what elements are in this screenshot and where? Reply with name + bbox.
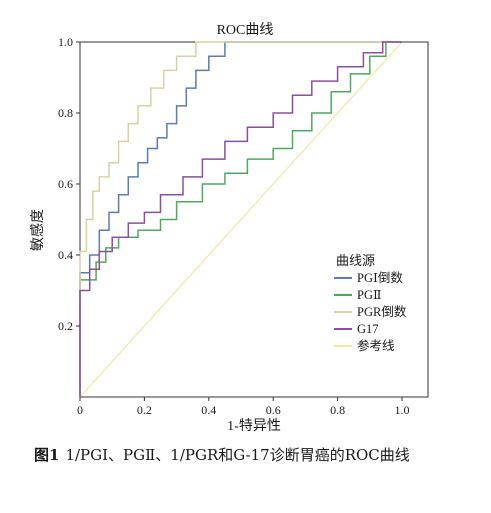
legend-label: 参考线 — [357, 338, 395, 353]
x-tick-label: 0.6 — [266, 403, 281, 417]
caption-text: 1/PGⅠ、PGⅡ、1/PGR和G-17诊断胃癌的ROC曲线 — [65, 446, 410, 464]
x-tick-label: 0.8 — [330, 403, 345, 417]
legend: 曲线源 PGⅠ倒数 PGⅡ PGR倒数 G17 参考线 — [334, 253, 407, 353]
x-axis-label: 1-特异性 — [227, 418, 281, 434]
y-tick-label: 0.2 — [58, 319, 73, 333]
reference-line — [79, 41, 403, 398]
roc-series-line — [79, 41, 402, 397]
y-tick-label: 0.8 — [58, 106, 73, 120]
legend-label: PGⅡ — [357, 288, 381, 302]
legend-label: PGR倒数 — [357, 304, 407, 319]
x-tick-label: 1.0 — [395, 403, 410, 417]
x-tick-label: 0.2 — [137, 403, 152, 417]
roc-series-line — [79, 41, 402, 397]
x-tick-label: 0 — [77, 403, 83, 417]
x-tick-label: 0.4 — [201, 403, 216, 417]
legend-label: PGⅠ倒数 — [357, 270, 403, 285]
legend-label: G17 — [357, 322, 379, 336]
caption-figure-number: 图1 — [34, 446, 60, 464]
y-axis-label: 敏感度 — [29, 209, 46, 251]
y-tick-label: 0.6 — [58, 177, 73, 191]
y-tick-label: 1.0 — [58, 35, 73, 49]
figure-caption: 图1 1/PGⅠ、PGⅡ、1/PGR和G-17诊断胃癌的ROC曲线 — [34, 442, 474, 469]
roc-chart: ROC曲线 0 0.2 0.4 0.6 0.8 1.0 0.2 0.4 0.6 0.8 1.0 1-… — [29, 22, 429, 434]
chart-title: ROC曲线 — [217, 22, 274, 38]
roc-series-line — [79, 41, 402, 397]
roc-series-line — [79, 41, 402, 397]
y-tick-label: 0.4 — [58, 248, 73, 262]
legend-title: 曲线源 — [336, 253, 375, 268]
